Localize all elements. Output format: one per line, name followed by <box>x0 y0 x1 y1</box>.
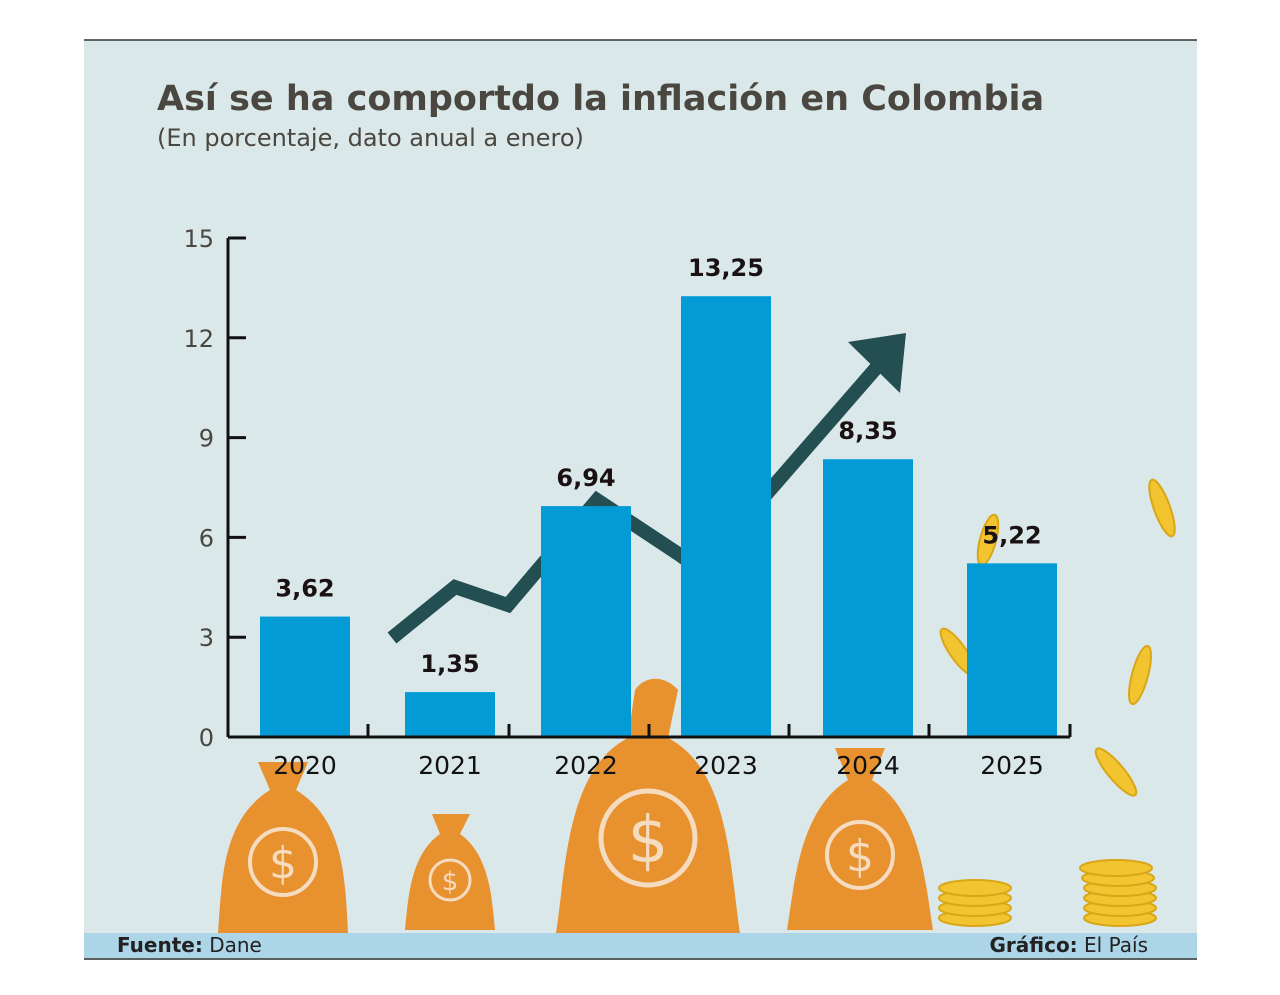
x-tick-label: 2024 <box>836 751 900 780</box>
coin-stack-icon <box>938 879 1012 927</box>
data-label: 5,22 <box>982 521 1041 549</box>
source-value: Dane <box>209 933 262 957</box>
y-tick-label: 12 <box>183 325 214 353</box>
footer-bar <box>84 933 1197 958</box>
money-bag-icon: $ <box>556 678 740 933</box>
money-bag-icon: $ <box>787 748 933 930</box>
source-label: Fuente: <box>117 933 203 957</box>
svg-text:$: $ <box>269 838 297 889</box>
y-tick-label: 9 <box>199 425 214 453</box>
data-label: 13,25 <box>688 254 764 282</box>
y-tick-label: 6 <box>199 524 214 552</box>
x-tick-label: 2020 <box>273 751 337 780</box>
bar-2021 <box>405 692 495 737</box>
x-tick-label: 2022 <box>554 751 618 780</box>
coin-stack-icon <box>1079 859 1157 927</box>
data-label: 6,94 <box>556 464 615 492</box>
bar-2023 <box>681 296 771 737</box>
coin-icon <box>1148 478 1176 538</box>
credit-label: Gráfico: <box>989 933 1077 957</box>
bar-2025 <box>967 563 1057 737</box>
x-tick-label: 2021 <box>418 751 482 780</box>
credit-value: El País <box>1084 933 1148 957</box>
data-label: 1,35 <box>420 650 479 678</box>
coins <box>938 478 1176 927</box>
bar-2022 <box>541 506 631 737</box>
x-tick-label: 2023 <box>694 751 758 780</box>
axes <box>226 236 1072 739</box>
bar-2024 <box>823 459 913 737</box>
svg-text:$: $ <box>442 867 459 897</box>
svg-text:$: $ <box>628 804 669 878</box>
y-tick-label: 3 <box>199 624 214 652</box>
svg-text:$: $ <box>846 831 874 882</box>
credit: Gráfico: El País <box>989 933 1148 957</box>
money-bag-icon: $ <box>405 814 495 930</box>
x-tick-label: 2025 <box>980 751 1044 780</box>
source: Fuente: Dane <box>117 933 262 957</box>
y-tick-label: 0 <box>199 724 214 752</box>
money-bags: $ $ $ $ <box>218 678 933 933</box>
y-tick-label: 15 <box>183 225 214 253</box>
chart-subtitle: (En porcentaje, dato anual a enero) <box>157 124 584 152</box>
bar-2020 <box>260 616 350 737</box>
money-bag-icon: $ <box>218 762 348 933</box>
coin-icon <box>1128 644 1152 706</box>
coin-icon <box>1094 747 1138 797</box>
data-label: 8,35 <box>838 417 897 445</box>
bars <box>260 296 1057 737</box>
data-label: 3,62 <box>275 575 334 603</box>
chart-title: Así se ha comportdo la inflación en Colo… <box>157 79 1044 119</box>
